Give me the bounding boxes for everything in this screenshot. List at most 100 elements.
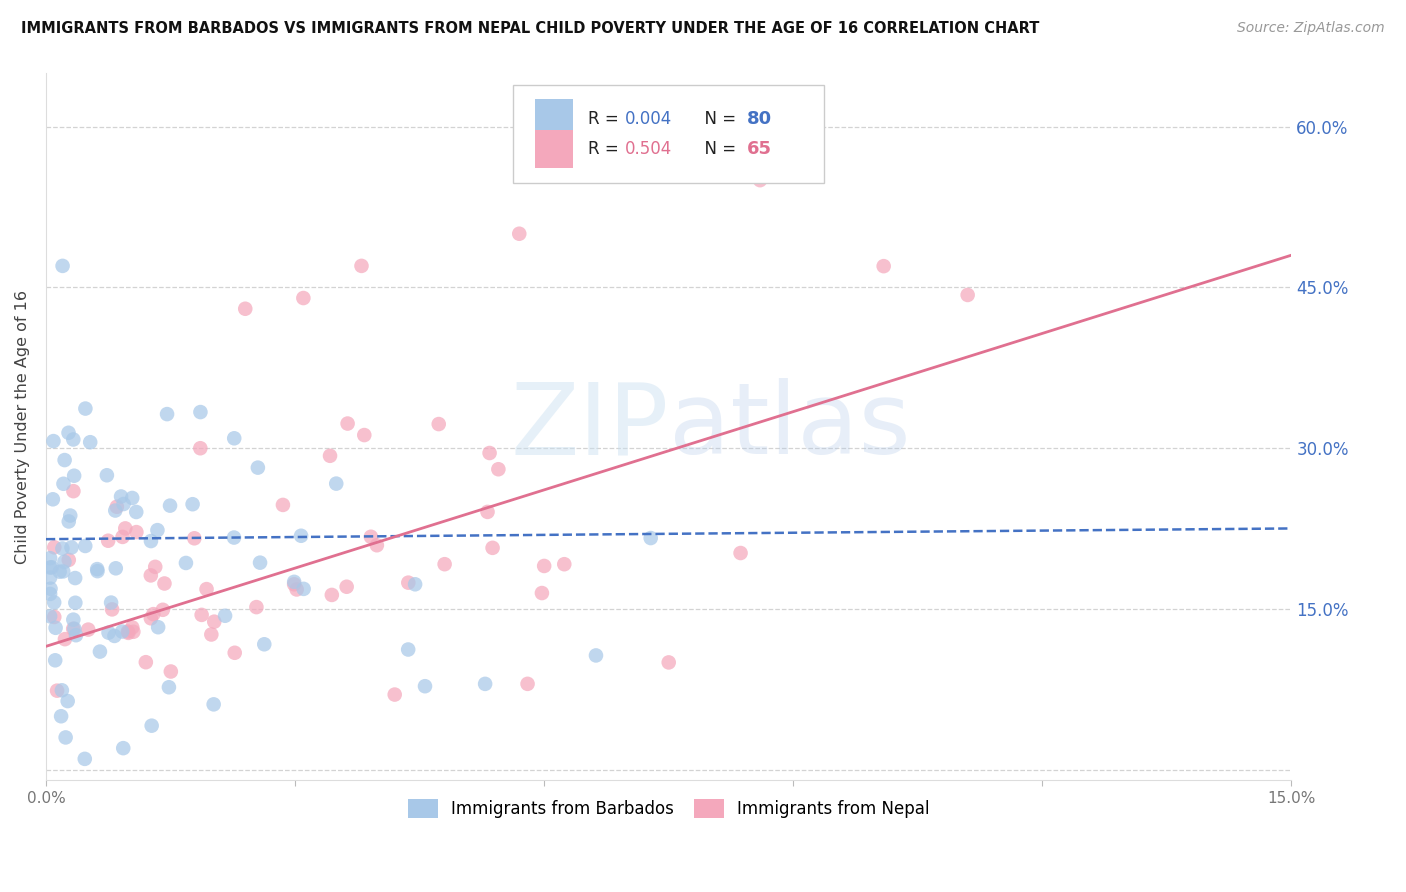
Point [63,622,86,636]
Text: R =: R = [588,110,624,128]
Point [249,556,271,570]
Point [321,588,343,602]
Legend: Immigrants from Barbados, Immigrants from Nepal: Immigrants from Barbados, Immigrants fro… [401,792,936,825]
Point [39,551,62,566]
Point [956,288,979,302]
Point [283,577,305,591]
Point [202,615,225,629]
Point [63,571,86,585]
Point [53,453,76,467]
Point [62,613,84,627]
Point [52,565,75,579]
Point [141,719,163,733]
Point [110,490,132,504]
Point [100,596,122,610]
Point [152,603,174,617]
Point [640,531,662,545]
Point [62,433,84,447]
Point [873,259,896,273]
Point [153,576,176,591]
Point [104,503,127,517]
Point [292,291,315,305]
Text: N =: N = [693,110,741,128]
Point [350,259,373,273]
Point [413,679,436,693]
Point [142,607,165,621]
Point [160,665,183,679]
Point [135,655,157,669]
Point [146,523,169,537]
Point [139,611,162,625]
Point [200,627,222,641]
Point [290,529,312,543]
Point [121,620,143,634]
Point [125,505,148,519]
Point [246,460,269,475]
Point [44,653,66,667]
Point [404,577,426,591]
Point [39,560,62,574]
Point [96,468,118,483]
Point [63,468,86,483]
Point [75,401,97,416]
Point [474,677,496,691]
Point [366,538,388,552]
Point [477,505,499,519]
Point [62,622,84,636]
Point [56,694,79,708]
Point [224,431,246,445]
Point [59,508,82,523]
Point [516,677,538,691]
Point [433,558,456,572]
Point [79,435,101,450]
Point [41,560,63,574]
Point [77,623,100,637]
Point [52,476,75,491]
Point [49,709,72,723]
Text: 0.504: 0.504 [626,140,672,158]
Point [157,680,180,694]
Point [271,498,294,512]
Point [156,407,179,421]
Point [105,500,128,514]
Point [51,541,73,556]
Point [111,530,134,544]
Point [44,595,66,609]
Point [52,259,75,273]
Point [233,301,256,316]
Point [46,683,69,698]
Point [730,546,752,560]
Point [104,561,127,575]
Point [58,425,80,440]
Point [143,559,166,574]
Point [45,621,67,635]
Point [553,558,575,572]
Point [224,646,246,660]
Point [117,624,139,639]
Text: R =: R = [588,140,624,158]
Point [44,541,66,555]
Bar [536,129,572,169]
Text: atlas: atlas [669,378,910,475]
Point [86,562,108,576]
Point [253,637,276,651]
Point [214,608,236,623]
Point [222,531,245,545]
Point [285,582,308,597]
Point [336,580,359,594]
Point [181,497,204,511]
Point [103,629,125,643]
Point [384,688,406,702]
Point [533,558,555,573]
Point [65,628,87,642]
Y-axis label: Child Poverty Under the Age of 16: Child Poverty Under the Age of 16 [15,290,30,564]
Text: ZIP: ZIP [510,378,669,475]
Point [58,515,80,529]
Point [125,525,148,540]
Point [117,625,139,640]
Point [89,644,111,658]
Point [60,541,83,555]
Point [97,625,120,640]
FancyBboxPatch shape [513,85,824,183]
Point [62,484,84,499]
